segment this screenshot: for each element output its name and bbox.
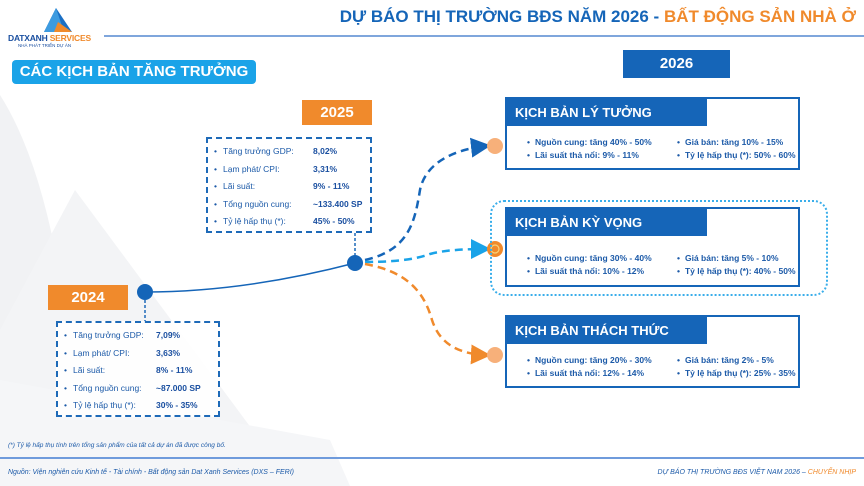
year-2026-label: 2026 xyxy=(623,50,730,78)
year-2025-label: 2025 xyxy=(302,100,372,125)
footnote: (*) Tỷ lệ hấp thụ tính trên tổng sản phẩ… xyxy=(8,442,226,449)
scenario-item: • Tỷ lệ hấp thụ (*): 40% - 50% xyxy=(677,266,796,276)
stat-row: • Tỷ lệ hấp thụ (*): 30% - 35% xyxy=(64,400,198,410)
section-label: CÁC KỊCH BẢN TĂNG TRƯỞNG xyxy=(12,60,256,84)
stats-2025-box: • Tăng trưởng GDP: 8,02% • Lạm phát/ CPI: 3,… xyxy=(206,137,372,233)
logo-tagline: NHÀ PHÁT TRIỂN DỰ ÁN xyxy=(18,43,72,48)
scenario-item: • Tỷ lệ hấp thụ (*): 50% - 60% xyxy=(677,150,796,160)
scenario-item: • Nguồn cung: tăng 30% - 40% xyxy=(527,253,652,263)
stat-row: • Lãi suất: 9% - 11% xyxy=(214,181,350,191)
scenario-ideal-card: KỊCH BẢN LÝ TƯỞNG • Nguồn cung: tăng 40% … xyxy=(505,97,800,170)
scenario-item: • Giá bán: tăng 5% - 10% xyxy=(677,253,779,263)
scenario-item: • Giá bán: tăng 10% - 15% xyxy=(677,137,784,147)
scenario-item: • Nguồn cung: tăng 40% - 50% xyxy=(527,137,652,147)
stats-2024-box: • Tăng trưởng GDP: 7,09% • Lạm phát/ CPI: 3,… xyxy=(56,321,220,417)
scenario-item: • Giá bán: tăng 2% - 5% xyxy=(677,355,774,365)
scenario-item: • Lãi suất thả nổi: 9% - 11% xyxy=(527,150,639,160)
stat-row: • Tổng nguồn cung: ~87.000 SP xyxy=(64,382,201,393)
scenario-item: • Lãi suất thả nổi: 12% - 14% xyxy=(527,368,645,378)
header-divider xyxy=(104,35,864,37)
footer-report-title: DỰ BÁO THỊ TRƯỜNG BĐS VIỆT NAM 2026 – CH… xyxy=(657,469,856,476)
datxanh-logo: DATXANH SERVICES NHÀ PHÁT TRIỂN DỰ ÁN xyxy=(8,6,108,50)
stat-row: • Lạm phát/ CPI: 3,31% xyxy=(214,163,338,174)
page-title: DỰ BÁO THỊ TRƯỜNG BĐS NĂM 2026 - BẤT ĐỘN… xyxy=(339,7,856,26)
scenario-title: KỊCH BẢN KỲ VỌNG xyxy=(507,209,707,236)
scenario-title: KỊCH BẢN LÝ TƯỞNG xyxy=(507,99,707,126)
stat-row: • Tổng nguồn cung: ~133.400 SP xyxy=(214,198,363,209)
stat-row: • Tăng trưởng GDP: 7,09% xyxy=(64,330,181,340)
stat-row: • Tỷ lệ hấp thụ (*): 45% - 50% xyxy=(214,216,355,226)
scenario-item: • Tỷ lệ hấp thụ (*): 25% - 35% xyxy=(677,368,796,378)
source-note: Nguồn: Viện nghiên cứu Kinh tế - Tài chí… xyxy=(8,469,295,476)
footer-divider xyxy=(0,457,864,459)
stat-row: • Lạm phát/ CPI: 3,63% xyxy=(64,347,181,358)
logo-triangle-icon xyxy=(44,8,72,32)
logo-wordmark: DATXANH SERVICES xyxy=(8,33,91,43)
year-2024-label: 2024 xyxy=(48,285,128,310)
scenario-expected-card: KỊCH BẢN KỲ VỌNG • Nguồn cung: tăng 30% -… xyxy=(505,207,800,287)
stat-row: • Tăng trưởng GDP: 8,02% xyxy=(214,146,338,156)
scenario-challenge-card: KỊCH BẢN THÁCH THỨC • Nguồn cung: tăng 20… xyxy=(505,315,800,388)
expected-scenario-highlight xyxy=(490,200,828,296)
scenario-item: • Lãi suất thả nổi: 10% - 12% xyxy=(527,266,645,276)
stat-row: • Lãi suất: 8% - 11% xyxy=(64,365,193,375)
scenario-title: KỊCH BẢN THÁCH THỨC xyxy=(507,317,707,344)
scenario-item: • Nguồn cung: tăng 20% - 30% xyxy=(527,355,652,365)
